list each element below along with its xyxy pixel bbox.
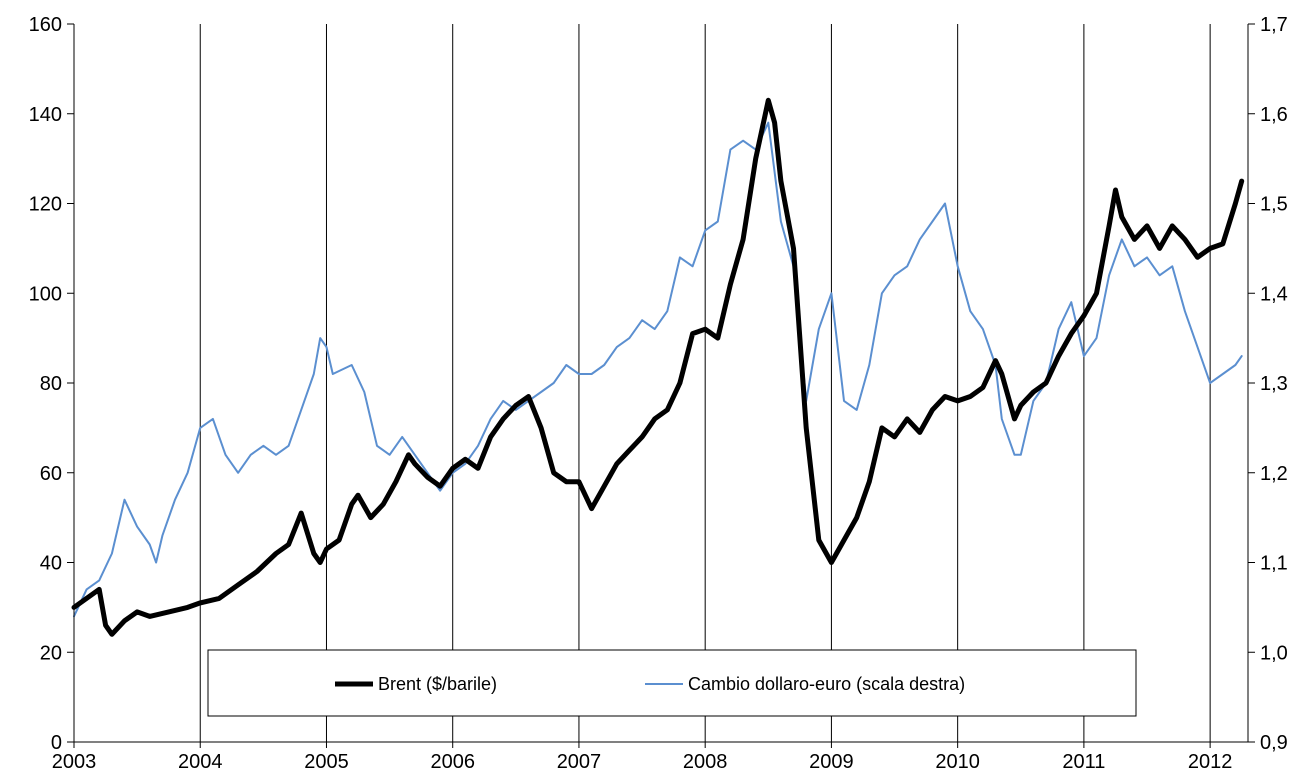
series-line-brent <box>71 97 1245 637</box>
y-right-tick-label: 1,4 <box>1260 283 1288 305</box>
legend-label-brent: Brent ($/barile) <box>378 674 497 694</box>
x-tick-label: 2011 <box>1062 751 1105 773</box>
y-right-tick-label: 1,2 <box>1260 463 1288 485</box>
x-tick-label: 2007 <box>557 751 602 773</box>
x-tick-label: 2005 <box>304 751 349 773</box>
y-left-tick-label: 40 <box>40 553 62 575</box>
legend: Brent ($/barile) Cambio dollaro-euro (sc… <box>207 649 1137 717</box>
y-left-tick-label: 100 <box>29 283 62 305</box>
y-left-tick-label: 140 <box>29 104 62 126</box>
vertical-gridlines <box>199 24 1211 742</box>
y-right-tick-label: 1,6 <box>1260 104 1288 126</box>
x-tick-label: 2009 <box>809 751 854 773</box>
y-right-tick-label: 1,3 <box>1260 373 1288 395</box>
y-left-tick-label: 60 <box>40 463 62 485</box>
y-right-tick-label: 1,7 <box>1260 14 1288 36</box>
x-tick-label: 2006 <box>430 751 475 773</box>
y-left-tick-label: 120 <box>29 194 62 216</box>
y-right-tick-label: 0,9 <box>1260 732 1288 754</box>
y-right-tick-label: 1,0 <box>1260 642 1288 664</box>
y-left-tick-label: 80 <box>40 373 62 395</box>
x-tick-label: 2004 <box>178 751 223 773</box>
y-right-tick-label: 1,1 <box>1260 553 1288 575</box>
y-left-tick-label: 160 <box>29 14 62 36</box>
x-tick-label: 2008 <box>683 751 728 773</box>
y-left-tick-label: 0 <box>51 732 62 754</box>
legend-label-cambio: Cambio dollaro-euro (scala destra) <box>688 674 965 694</box>
y-right-tick-label: 1,5 <box>1260 194 1288 216</box>
y-left-tick-label: 20 <box>40 642 62 664</box>
x-tick-label: 2010 <box>935 751 980 773</box>
series-layer <box>71 97 1245 637</box>
x-tick-label: 2012 <box>1188 751 1233 773</box>
axes: 2003 2004 2005 2006 2007 2008 2009 2010 2011 2012… <box>29 14 1288 773</box>
x-tick-label: 2003 <box>52 751 97 773</box>
